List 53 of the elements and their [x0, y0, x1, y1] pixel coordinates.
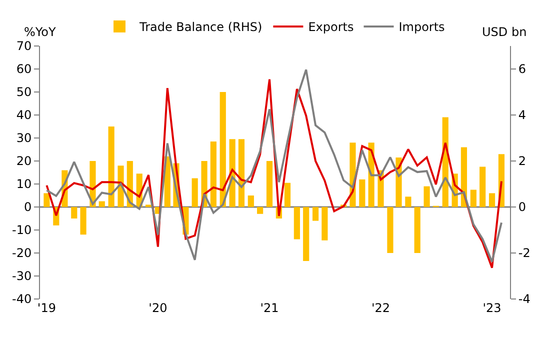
x-tick-label: '22 — [371, 301, 390, 315]
y-tick-label: 50 — [16, 85, 32, 100]
y2-tick-label: 4 — [518, 108, 526, 122]
y-tick-label: 40 — [16, 108, 32, 122]
legend-label: Exports — [308, 20, 354, 34]
y2-tick-label: 0 — [518, 200, 526, 214]
y-tick-label: -30 — [12, 269, 32, 284]
bar — [359, 179, 366, 207]
bar — [387, 207, 394, 253]
bar — [44, 193, 50, 207]
bar — [470, 190, 476, 207]
x-tick-label: '21 — [260, 301, 279, 315]
y2-tick-label: -4 — [518, 292, 530, 306]
bar — [71, 207, 78, 218]
bar — [238, 139, 245, 207]
y2-tick-label: -2 — [518, 246, 530, 260]
y2-tick-label: 2 — [518, 154, 526, 168]
y-tick-label: 60 — [16, 62, 32, 76]
y-tick-label: -20 — [12, 246, 32, 260]
y-tick-label: -40 — [12, 292, 32, 306]
bar — [248, 196, 254, 207]
bar — [294, 207, 300, 240]
bar — [322, 207, 328, 240]
bar — [414, 207, 420, 253]
x-tick-label: '23 — [482, 301, 502, 315]
y-tick-label: 20 — [16, 154, 32, 168]
y-tick-label: 10 — [16, 177, 32, 192]
x-tick-label: '20 — [148, 301, 168, 315]
y-axis-title: %YoY — [24, 25, 56, 39]
bar — [220, 92, 226, 207]
y-tick-label: 30 — [16, 131, 32, 146]
legend-label: Trade Balance (RHS) — [138, 20, 262, 34]
bar — [424, 186, 430, 207]
bar — [80, 207, 86, 235]
bar — [108, 126, 114, 207]
y-tick-label: 0 — [24, 200, 32, 214]
bar — [303, 207, 310, 262]
bar — [210, 141, 216, 207]
y2-tick-label: 6 — [518, 62, 526, 76]
y-tick-label: -10 — [12, 223, 32, 238]
y-tick-label: 70 — [16, 39, 32, 54]
bar — [284, 182, 291, 207]
x-tick-label: '19 — [37, 301, 56, 315]
bar — [266, 161, 273, 207]
legend-label: Imports — [398, 20, 445, 34]
bar — [405, 196, 412, 207]
y2-axis-title: USD bn — [482, 25, 527, 39]
bar — [257, 207, 264, 214]
bar — [98, 201, 105, 207]
bar — [488, 193, 496, 207]
bar — [312, 207, 319, 221]
bar — [192, 178, 198, 207]
bar — [480, 166, 486, 207]
